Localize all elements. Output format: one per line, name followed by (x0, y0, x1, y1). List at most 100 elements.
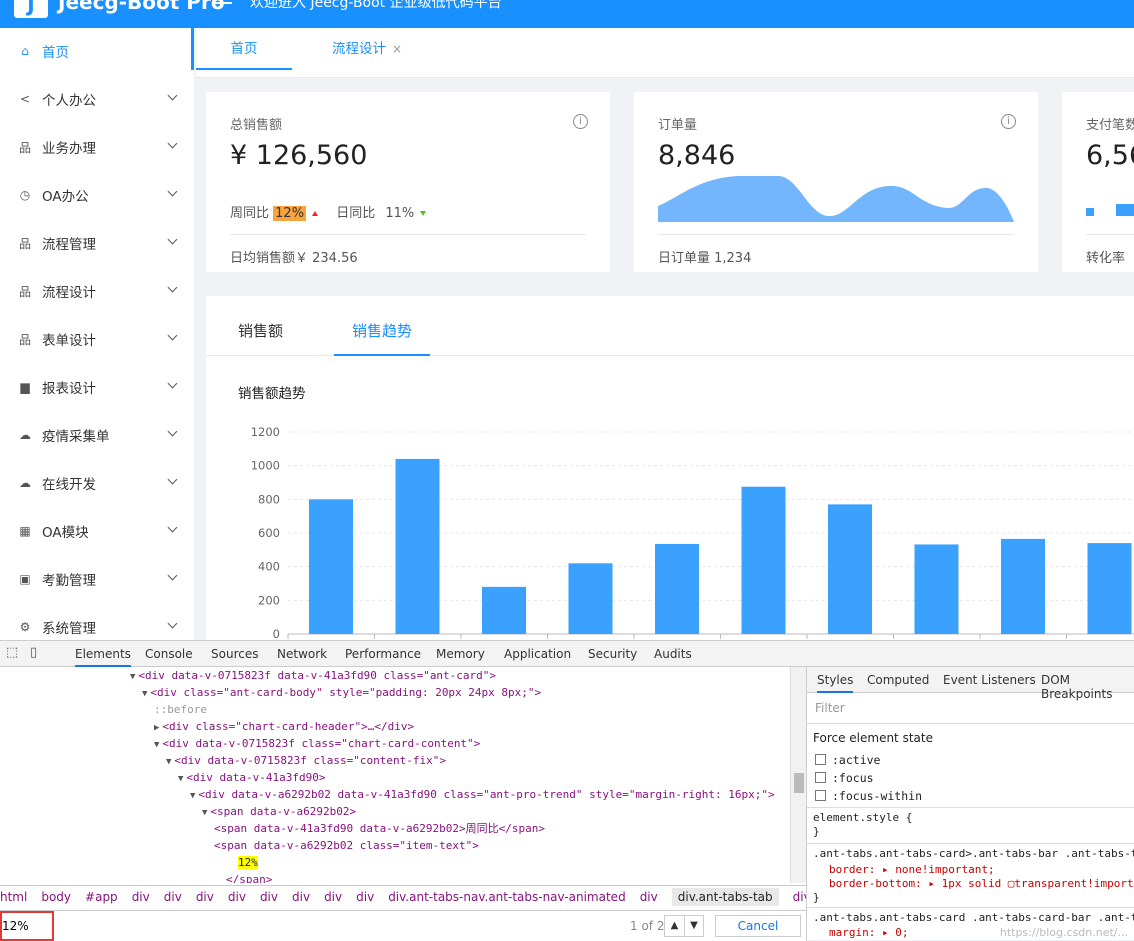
sidebar-item[interactable]: ☁ 在线开发 (0, 459, 194, 507)
sidebar-item[interactable]: 品流程设计 (0, 267, 194, 315)
info-icon[interactable]: i (1001, 114, 1016, 129)
dom-line[interactable]: ▶ <div class="chart-card-header">…</div> (154, 718, 414, 737)
cancel-button[interactable]: Cancel (715, 915, 801, 937)
rule-property[interactable]: border: ▸ none!important; (829, 863, 995, 876)
dom-line[interactable]: </span> (226, 871, 272, 883)
styles-tab[interactable]: Styles (817, 673, 854, 693)
chart-bar[interactable] (655, 543, 699, 634)
device-toggle-icon[interactable]: ▯ (30, 645, 38, 660)
dom-line[interactable]: <span data-v-a6292b02 class="item-text"> (214, 837, 479, 854)
breadcrumb-item[interactable]: div (639, 890, 658, 904)
breadcrumb-item[interactable]: div (131, 890, 150, 904)
breadcrumb-item[interactable]: div (324, 890, 343, 904)
devtools-tab[interactable]: Performance (345, 647, 422, 661)
sidebar-item[interactable]: ⌂ 首页 (0, 28, 194, 75)
breadcrumb-item[interactable]: div (163, 890, 182, 904)
breadcrumb-item[interactable]: div (292, 890, 311, 904)
expand-toggle-icon[interactable]: ▼ (166, 757, 172, 767)
rule-selector[interactable]: .ant-tabs.ant-tabs-card>.ant-tabs-bar .a… (813, 847, 1134, 860)
close-icon[interactable]: × (391, 42, 403, 56)
sidebar-item[interactable]: ▦ OA模块 (0, 507, 194, 555)
sidebar-item[interactable]: 品表单设计 (0, 315, 194, 363)
dom-line[interactable]: ▼ <span data-v-a6292b02> (202, 803, 356, 822)
sidebar-item[interactable]: ⚙ 系统管理 (0, 603, 194, 640)
devtools-tab[interactable]: Network (277, 647, 328, 661)
styles-tab[interactable]: Computed (867, 673, 930, 687)
rule-property[interactable]: border-bottom: ▸ 1px solid ▢transparent!… (829, 877, 1134, 890)
breadcrumb-item[interactable]: html (0, 890, 28, 904)
info-icon[interactable]: i (573, 114, 588, 129)
sidebar-item[interactable]: 品流程管理 (0, 219, 194, 267)
dom-line[interactable]: ▼ <div data-v-a6292b02 data-v-41a3fd90 cl… (190, 786, 775, 805)
tab-sales[interactable]: 销售额 (238, 322, 284, 340)
dom-tree[interactable]: ▼ <div data-v-0715823f data-v-41a3fd90 cl… (0, 667, 806, 883)
devtools-tab[interactable]: Application (504, 647, 572, 661)
sidebar-item[interactable]: ◷ OA办公 (0, 171, 194, 219)
breadcrumb-item[interactable]: body (41, 890, 72, 904)
tab-flow-design[interactable]: 流程设计 × (324, 28, 410, 70)
sidebar-item[interactable]: < 个人办公 (0, 75, 194, 123)
tab-sales-trend[interactable]: 销售趋势 (334, 320, 430, 356)
breadcrumb-item[interactable]: div (195, 890, 214, 904)
dom-line[interactable]: 12% (238, 854, 258, 871)
dom-line[interactable]: ▼ <div class="ant-card-body" style="paddi… (142, 684, 541, 703)
devtools-tab[interactable]: Security (588, 647, 638, 661)
expand-toggle-icon[interactable]: ▼ (154, 740, 160, 750)
devtools-tab[interactable]: Audits (654, 647, 692, 661)
menu-fold-icon[interactable] (212, 0, 232, 4)
breadcrumb-item[interactable]: div.ant-tabs-tab (671, 888, 779, 906)
devtools-tab[interactable]: Memory (436, 647, 485, 661)
find-next-icon[interactable]: ▼ (684, 916, 703, 936)
sidebar-item[interactable]: ▣ 考勤管理 (0, 555, 194, 603)
expand-toggle-icon[interactable]: ▼ (142, 689, 148, 699)
state-active-checkbox[interactable]: :active (815, 753, 880, 767)
expand-toggle-icon[interactable]: ▼ (190, 791, 196, 801)
dom-line[interactable]: ▼ <div data-v-0715823f class="content-fix… (166, 752, 446, 771)
chart-bar[interactable] (741, 486, 786, 634)
sidebar-item[interactable]: ☁ 疫情采集单 (0, 411, 194, 459)
element-style-rule[interactable]: element.style { (813, 811, 913, 824)
expand-toggle-icon[interactable]: ▼ (178, 774, 184, 784)
styles-filter-input[interactable]: Filter (815, 701, 845, 715)
chart-bar[interactable] (914, 544, 959, 634)
breadcrumb-item[interactable]: div (356, 890, 375, 904)
chart-bar[interactable] (395, 458, 440, 634)
styles-tab[interactable]: Event Listeners (943, 673, 1036, 687)
sidebar-item[interactable]: ▆ 报表设计 (0, 363, 194, 411)
breadcrumb-item[interactable]: #app (85, 890, 118, 904)
chart-bar[interactable] (1087, 543, 1132, 634)
devtools-tab[interactable]: Elements (75, 647, 131, 667)
devtools-tab[interactable]: Console (145, 647, 193, 661)
devtools-tab[interactable]: Sources (211, 647, 259, 661)
dom-line[interactable]: ::before (154, 701, 207, 718)
dom-line[interactable]: ▼ <div data-v-0715823f data-v-41a3fd90 cl… (130, 667, 496, 686)
dom-line[interactable]: ▼ <div data-v-0715823f class="chart-card-… (154, 735, 480, 754)
styles-tab[interactable]: DOM Breakpoints (1041, 673, 1113, 701)
rule-property[interactable]: margin: ▸ 0; (829, 926, 909, 939)
dom-line[interactable]: <span data-v-41a3fd90 data-v-a6292b02>周同… (214, 820, 545, 837)
chart-bar[interactable] (828, 504, 872, 634)
breadcrumb-item[interactable]: div (792, 890, 806, 904)
chart-bar[interactable] (482, 586, 526, 634)
scroll-thumb[interactable] (794, 773, 804, 793)
state-focus-checkbox[interactable]: :focus (815, 771, 874, 785)
expand-toggle-icon[interactable]: ▼ (202, 808, 208, 818)
sidebar-item[interactable]: 品业务办理 (0, 123, 194, 171)
find-prev-icon[interactable]: ▲ (670, 920, 679, 931)
state-focus-within-checkbox[interactable]: :focus-within (815, 789, 922, 803)
breadcrumb-item[interactable]: div (259, 890, 278, 904)
logo[interactable]: J (14, 0, 48, 18)
breadcrumb-item[interactable]: div.ant-tabs-nav.ant-tabs-nav-animated (388, 890, 626, 904)
breadcrumb-item[interactable]: div (227, 890, 246, 904)
chart-bar[interactable] (568, 563, 613, 634)
chart-bar[interactable] (1001, 538, 1045, 634)
expand-toggle-icon[interactable]: ▶ (154, 723, 160, 733)
find-input[interactable] (0, 913, 656, 939)
inspect-icon[interactable]: ⬚ (6, 645, 19, 660)
chart-bar[interactable] (309, 499, 353, 634)
tab-home[interactable]: 首页 (196, 28, 292, 70)
expand-toggle-icon[interactable]: ▼ (130, 672, 136, 682)
rule-selector[interactable]: .ant-tabs.ant-tabs-card .ant-tabs-card-b… (813, 911, 1134, 924)
dom-scrollbar[interactable] (790, 667, 806, 883)
dom-line[interactable]: ▼ <div data-v-41a3fd90> (178, 769, 326, 788)
